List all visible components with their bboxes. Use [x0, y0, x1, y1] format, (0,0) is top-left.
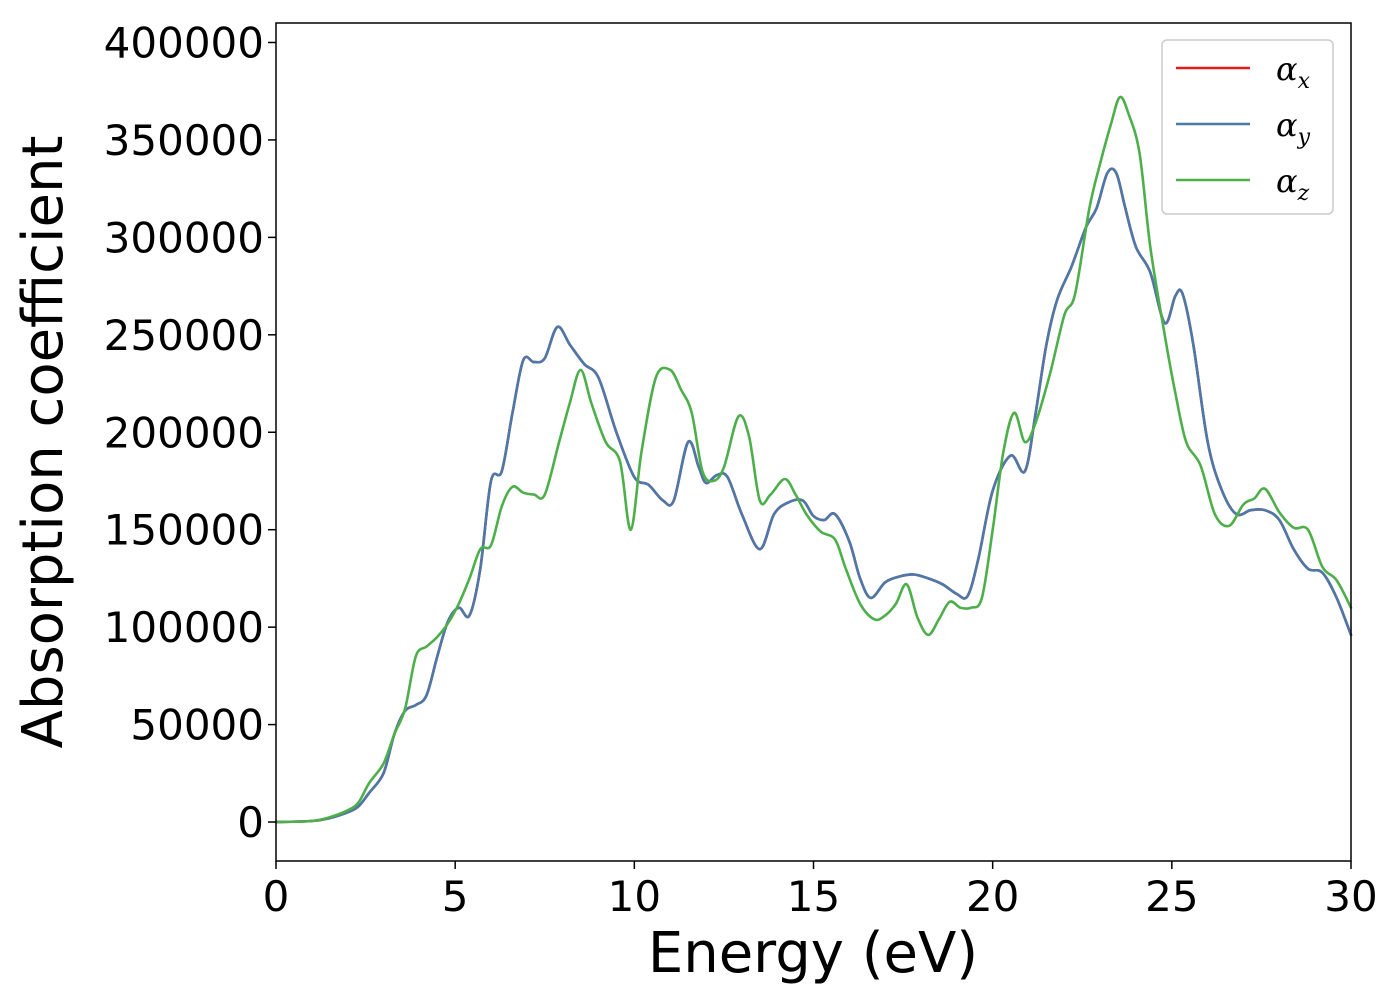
y-tick-label: 100000 — [104, 603, 264, 652]
series-line-z — [274, 95, 1353, 824]
y-tick-label: 0 — [237, 798, 264, 847]
y-tick-label: 350000 — [104, 116, 264, 165]
y-axis-label: Absorption coefficient — [11, 136, 76, 749]
legend-label-y: αy — [1276, 106, 1311, 150]
x-tick-label: 0 — [263, 872, 290, 921]
y-axis: 0 50000 100000 150000 200000 250000 300000 3500… — [104, 18, 276, 847]
x-tick-label: 5 — [442, 872, 469, 921]
y-tick-label: 400000 — [104, 18, 264, 67]
y-tick-label: 150000 — [104, 506, 264, 555]
y-tick-label: 200000 — [104, 408, 264, 457]
legend-box — [1161, 39, 1334, 215]
series-layer — [274, 95, 1353, 824]
legend-label-x: αx — [1276, 50, 1311, 94]
x-tick-label: 15 — [787, 872, 840, 921]
x-axis-label: Energy (eV) — [648, 921, 978, 986]
y-tick-label: 250000 — [104, 311, 264, 360]
x-tick-label: 10 — [608, 872, 661, 921]
y-tick-label: 50000 — [130, 701, 264, 750]
legend-label-z: αz — [1276, 162, 1310, 206]
y-tick-label: 300000 — [104, 213, 264, 262]
x-tick-label: 25 — [1145, 872, 1198, 921]
x-axis: 0 5 10 15 20 25 30 — [263, 861, 1378, 921]
series-line-y — [274, 167, 1353, 824]
x-tick-label: 30 — [1324, 872, 1377, 921]
x-tick-label: 20 — [966, 872, 1019, 921]
legend: αx αy αz — [1161, 39, 1334, 215]
